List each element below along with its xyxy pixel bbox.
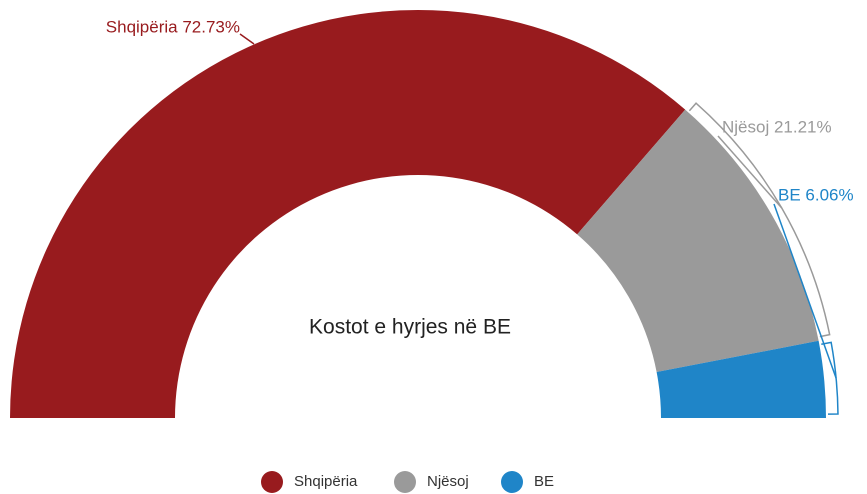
legend-swatch [394,471,416,493]
segment [10,9,686,418]
legend-label: BE [534,473,554,490]
legend-swatch [261,471,283,493]
leader-line [239,33,255,45]
leader-line [717,135,783,209]
legend-swatch [501,471,523,493]
data-label: Shqipëria 72.73% [106,17,240,36]
legend-label: Njësoj [427,473,469,490]
center-label: Kostot e hyrjes në BE [309,316,511,339]
data-label: BE 6.06% [778,185,854,204]
segment [656,340,826,418]
leader-line [773,203,837,379]
legend-label: Shqipëria [294,473,358,490]
segment [577,109,819,373]
data-label: Njësoj 21.21% [722,117,832,136]
